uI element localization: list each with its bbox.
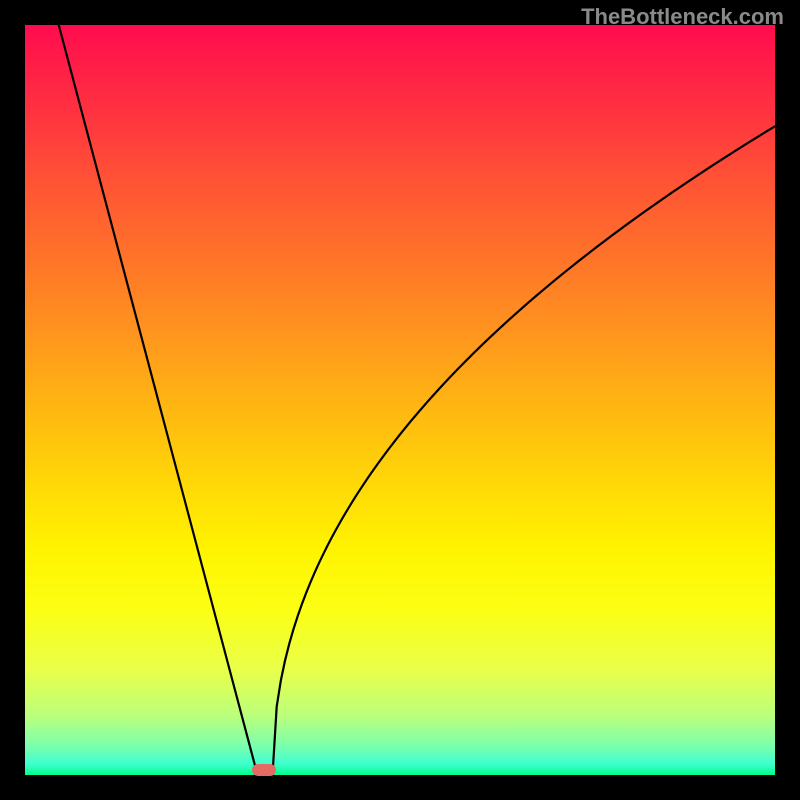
watermark-text: TheBottleneck.com (581, 4, 784, 30)
plot-area (25, 25, 775, 775)
optimum-marker (252, 764, 276, 776)
bottleneck-curve (59, 25, 775, 775)
curve-layer (25, 25, 775, 775)
